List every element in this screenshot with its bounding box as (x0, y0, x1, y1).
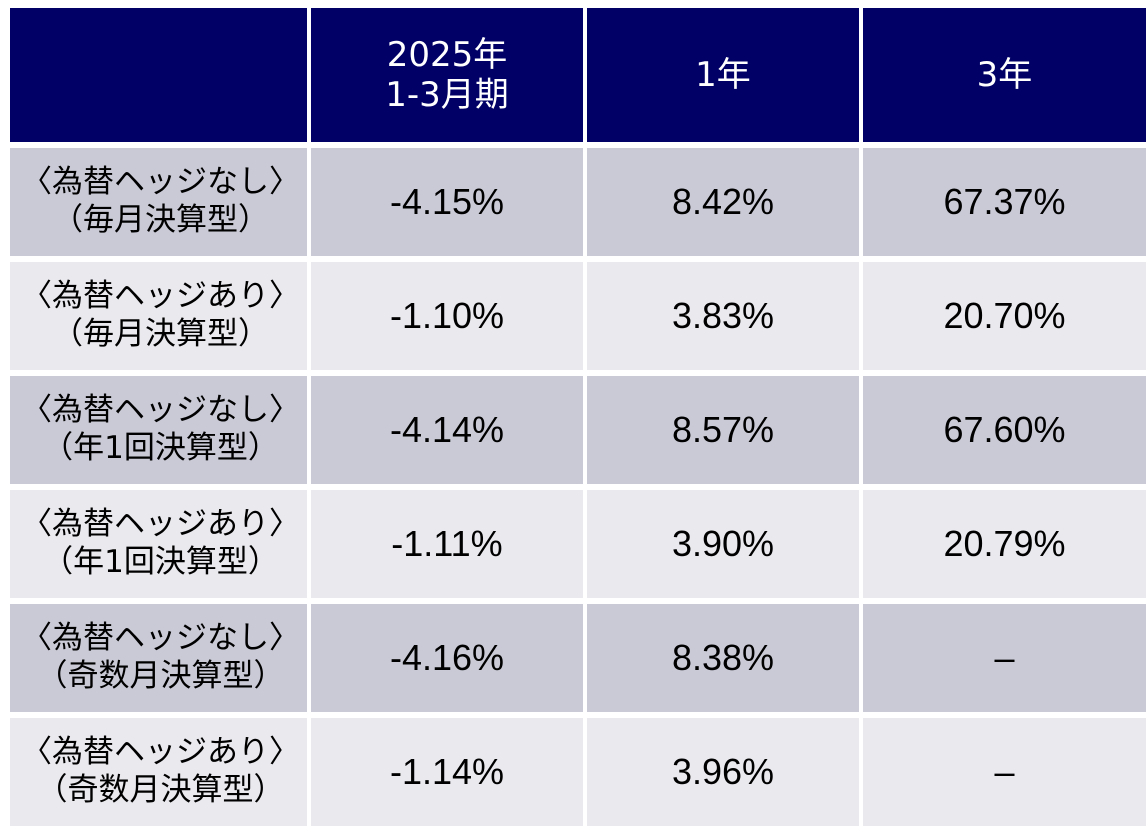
row-label-line2: （毎月決算型） (52, 202, 269, 238)
value-quarter: -1.14% (311, 718, 583, 826)
value-1year: 3.90% (587, 490, 859, 598)
value-1year: 3.83% (587, 262, 859, 370)
row-label-line1: 〈為替ヘッジなし〉 (21, 392, 300, 429)
row-label-line2: （奇数月決算型） (36, 772, 285, 808)
value-quarter: -4.16% (311, 604, 583, 712)
row-label-line2: （年1回決算型） (42, 430, 279, 466)
value-quarter: -4.14% (311, 376, 583, 484)
header-quarter: 2025年 1-3月期 (311, 8, 583, 142)
value-1year: 3.96% (587, 718, 859, 826)
value-3year: 20.70% (863, 262, 1146, 370)
value-3year: 67.37% (863, 148, 1146, 256)
row-label-line1: 〈為替ヘッジなし〉 (21, 620, 300, 657)
value-quarter: -1.10% (311, 262, 583, 370)
row-label: 〈為替ヘッジあり〉 （年1回決算型） (10, 490, 307, 598)
row-label: 〈為替ヘッジあり〉 （毎月決算型） (10, 262, 307, 370)
value-3year: – (863, 604, 1146, 712)
row-label: 〈為替ヘッジあり〉 （奇数月決算型） (10, 718, 307, 826)
row-label: 〈為替ヘッジなし〉 （毎月決算型） (10, 148, 307, 256)
returns-table: 2025年 1-3月期 1年 3年 〈為替ヘッジなし〉 （毎月決算型） -4.1… (10, 8, 1146, 826)
header-3year: 3年 (863, 8, 1146, 142)
value-1year: 8.38% (587, 604, 859, 712)
value-3year: 67.60% (863, 376, 1146, 484)
row-label: 〈為替ヘッジなし〉 （年1回決算型） (10, 376, 307, 484)
row-label-line2: （奇数月決算型） (36, 658, 285, 694)
row-label-line1: 〈為替ヘッジあり〉 (21, 506, 300, 543)
value-quarter: -1.11% (311, 490, 583, 598)
header-quarter-line1: 2025年 (386, 34, 508, 75)
row-label-line1: 〈為替ヘッジあり〉 (21, 734, 300, 771)
row-label: 〈為替ヘッジなし〉 （奇数月決算型） (10, 604, 307, 712)
row-label-line1: 〈為替ヘッジあり〉 (21, 278, 300, 315)
header-empty-cell (10, 8, 307, 142)
value-3year: – (863, 718, 1146, 826)
value-3year: 20.79% (863, 490, 1146, 598)
value-1year: 8.57% (587, 376, 859, 484)
value-quarter: -4.15% (311, 148, 583, 256)
header-quarter-line2: 1-3月期 (385, 75, 509, 115)
row-label-line2: （年1回決算型） (42, 544, 279, 580)
header-1year: 1年 (587, 8, 859, 142)
row-label-line1: 〈為替ヘッジなし〉 (21, 164, 300, 201)
value-1year: 8.42% (587, 148, 859, 256)
row-label-line2: （毎月決算型） (52, 316, 269, 352)
